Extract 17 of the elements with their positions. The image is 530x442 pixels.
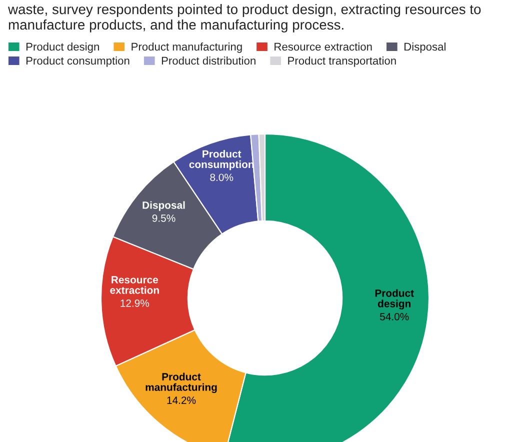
slice-label: Product design xyxy=(375,289,414,310)
legend-label: Product transportation xyxy=(288,56,396,67)
slice-label: Resource extraction xyxy=(110,276,159,294)
legend-label: Product distribution xyxy=(162,56,256,65)
data-label: 12.9% xyxy=(120,300,150,307)
data-label: 14.2% xyxy=(167,396,196,404)
chart-subtitle: waste, survey respondents pointed to product design, extracting resources to manufacture products, and the manufacturing process. xyxy=(8,4,481,32)
slice-label: Disposal xyxy=(142,201,185,211)
data-label: 9.5% xyxy=(152,214,176,222)
data-label: 54.0% xyxy=(380,312,409,320)
legend-label: Disposal xyxy=(404,42,446,53)
data-label: 8.0% xyxy=(210,174,234,182)
legend-label: Product manufacturing xyxy=(132,42,242,53)
slice-label: Product manufacturing xyxy=(146,372,217,394)
legend-label: Resource extraction xyxy=(274,42,372,51)
legend-label: Product consumption xyxy=(26,56,130,67)
legend-label: Product design xyxy=(26,42,99,53)
